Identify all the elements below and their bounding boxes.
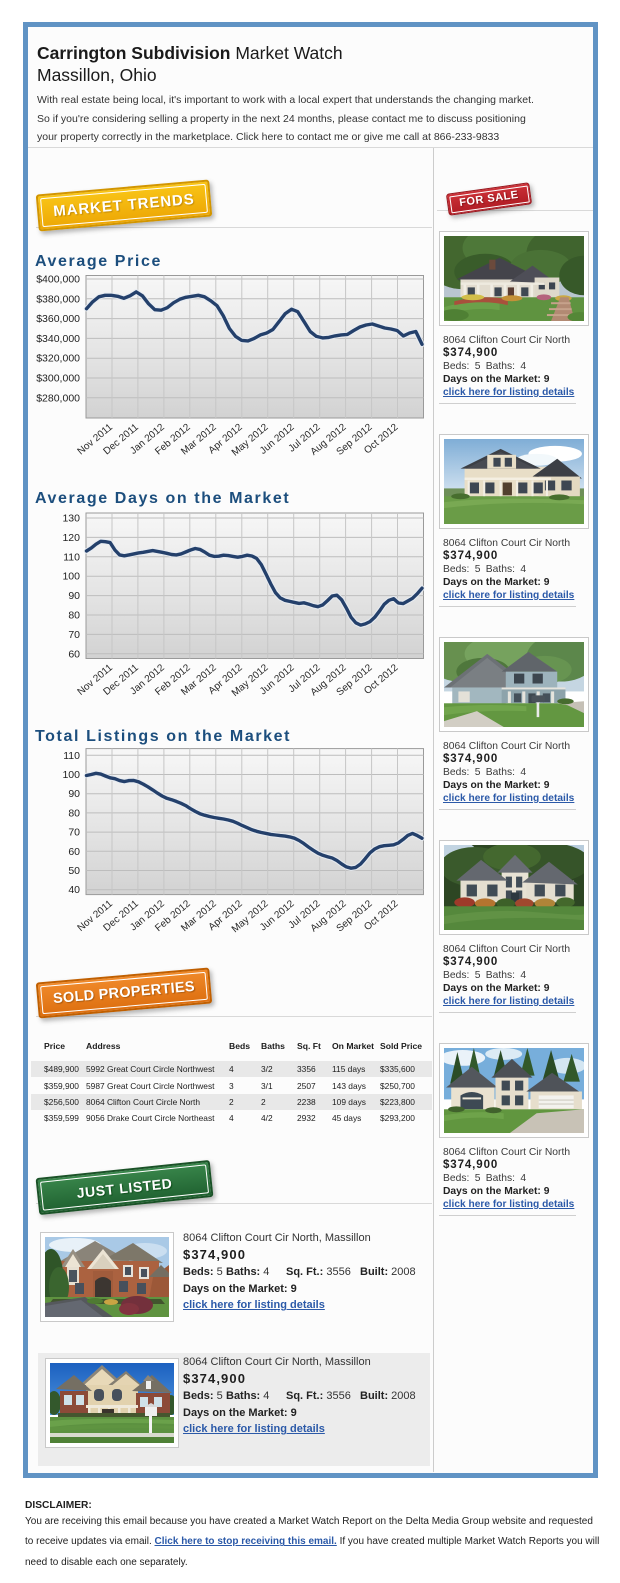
svg-text:$380,000: $380,000 (36, 293, 80, 305)
svg-text:100: 100 (62, 571, 80, 583)
svg-text:130: 130 (62, 513, 80, 525)
svg-text:60: 60 (68, 648, 80, 660)
svg-text:70: 70 (68, 629, 80, 641)
svg-text:$300,000: $300,000 (36, 373, 80, 385)
svg-text:90: 90 (68, 590, 80, 602)
svg-text:60: 60 (68, 846, 80, 858)
svg-text:50: 50 (68, 865, 80, 877)
svg-text:$280,000: $280,000 (36, 392, 80, 404)
svg-text:80: 80 (68, 807, 80, 819)
svg-text:90: 90 (68, 788, 80, 800)
svg-text:$360,000: $360,000 (36, 313, 80, 325)
svg-text:$400,000: $400,000 (36, 274, 80, 286)
svg-text:100: 100 (62, 769, 80, 781)
svg-text:$340,000: $340,000 (36, 333, 80, 345)
svg-text:80: 80 (68, 610, 80, 622)
svg-text:40: 40 (68, 884, 80, 896)
svg-text:70: 70 (68, 827, 80, 839)
svg-text:110: 110 (63, 551, 80, 563)
svg-text:110: 110 (63, 750, 80, 762)
svg-text:120: 120 (62, 532, 80, 544)
svg-text:$320,000: $320,000 (36, 353, 80, 365)
